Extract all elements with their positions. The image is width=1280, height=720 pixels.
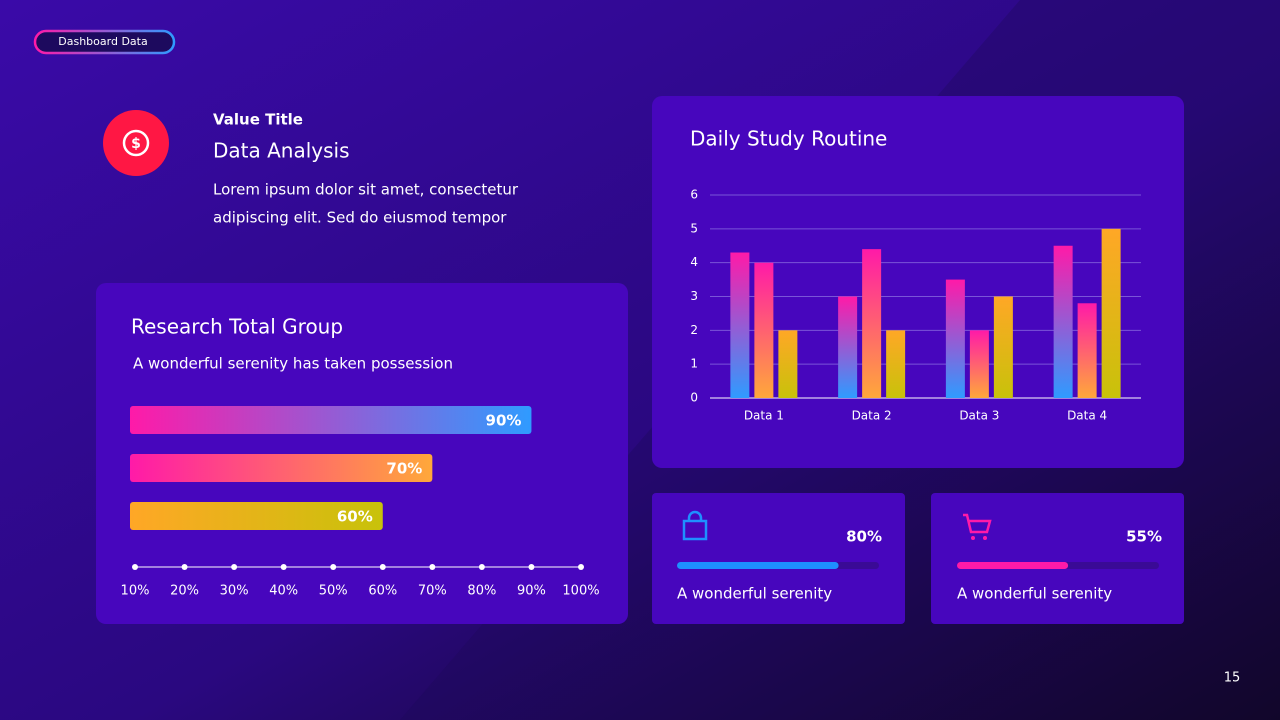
bar — [778, 330, 798, 398]
badge — [33, 29, 176, 55]
bar — [945, 279, 965, 398]
kicker: Value Title — [213, 111, 303, 129]
page-number: 15 — [1224, 671, 1241, 686]
caption: A wonderful serenity — [957, 585, 1112, 603]
y-tick-label: 4 — [690, 255, 698, 269]
x-tick-label: 50% — [319, 584, 348, 599]
chart-subtitle: A wonderful serenity has taken possessio… — [133, 355, 453, 373]
y-tick-label: 6 — [690, 188, 698, 202]
x-tick-label: 80% — [467, 584, 496, 599]
x-tick-label: 70% — [418, 584, 447, 599]
tick-dot — [478, 564, 485, 570]
y-tick-label: 5 — [690, 221, 698, 235]
x-tick-label: Data 1 — [744, 409, 784, 423]
bar — [993, 296, 1013, 398]
x-tick-label: 60% — [368, 584, 397, 599]
bar — [969, 330, 989, 398]
tick-dot — [132, 564, 138, 570]
bar — [130, 454, 433, 482]
cart-icon — [963, 513, 992, 534]
bar — [1053, 245, 1073, 398]
badge-text: Dashboard Data — [58, 35, 147, 48]
progress-bar — [677, 562, 839, 569]
heading: Data Analysis — [213, 139, 350, 163]
bar-label: 60% — [337, 508, 373, 526]
bar — [862, 249, 882, 398]
tick-dot — [231, 564, 238, 570]
bar-label: 70% — [386, 460, 422, 478]
bar — [838, 296, 858, 398]
x-tick-label: Data 4 — [1067, 409, 1107, 423]
x-tick-label: 100% — [562, 584, 599, 599]
progress-label: 55% — [1126, 528, 1162, 546]
tick-dot — [280, 564, 287, 570]
y-tick-label: 2 — [690, 323, 698, 337]
bar — [754, 262, 774, 398]
bar — [1101, 228, 1121, 398]
x-tick-label: 30% — [220, 584, 249, 599]
bar — [730, 252, 750, 398]
x-tick-label: 10% — [121, 584, 150, 599]
tick-dot — [578, 564, 584, 570]
body-line: Lorem ipsum dolor sit amet, consectetur — [213, 181, 519, 199]
cart-wheel — [971, 536, 975, 540]
body-line: adipiscing elit. Sed do eiusmod tempor — [213, 209, 507, 227]
card — [96, 283, 628, 624]
x-tick-label: 90% — [517, 584, 546, 599]
cart-wheel — [983, 536, 987, 540]
tick-dot — [528, 564, 535, 570]
progress-bar — [957, 562, 1069, 569]
x-tick-label: Data 2 — [852, 409, 892, 423]
tick-dot — [379, 564, 386, 570]
progress-label: 80% — [846, 528, 882, 546]
icon-glyph: $ — [131, 136, 141, 152]
card — [931, 493, 1184, 624]
bar — [886, 330, 906, 398]
y-tick-label: 1 — [690, 357, 698, 371]
bag-icon — [682, 510, 708, 541]
y-tick-label: 3 — [690, 289, 698, 303]
caption: A wonderful serenity — [677, 585, 832, 603]
bar-label: 90% — [486, 412, 522, 430]
chart-title: Daily Study Routine — [690, 127, 887, 151]
bar — [1077, 303, 1097, 398]
icon-circle — [103, 110, 169, 176]
tick-dot — [429, 564, 436, 570]
card — [652, 493, 905, 624]
x-tick-label: Data 3 — [959, 409, 999, 423]
y-tick-label: 0 — [690, 391, 698, 405]
bar — [130, 502, 383, 530]
chart-title: Research Total Group — [131, 315, 343, 339]
icon — [122, 129, 150, 157]
tick-dot — [181, 564, 188, 570]
bar — [130, 406, 532, 434]
x-tick-label: 20% — [170, 584, 199, 599]
x-tick-label: 40% — [269, 584, 298, 599]
tick-dot — [330, 564, 337, 570]
